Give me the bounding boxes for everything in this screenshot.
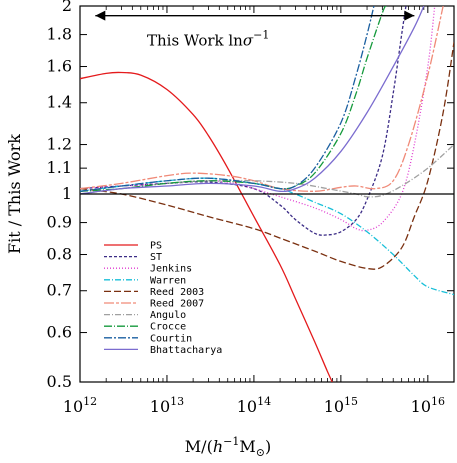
series-line-courtin (80, 6, 375, 192)
legend-label: Crocce (150, 322, 186, 333)
legend-label: Bhattacharya (150, 345, 222, 356)
series-layer (80, 6, 454, 382)
legend-label: Reed 2003 (150, 287, 204, 298)
x-tick-label: 1013 (150, 395, 184, 416)
annotation-arrowhead-right (404, 10, 415, 21)
series-line-reed-2007 (80, 6, 444, 192)
legend-label: Reed 2007 (150, 299, 204, 310)
annotation-arrowhead-left (95, 10, 106, 21)
legend-label: Courtin (150, 333, 192, 344)
x-tick-label: 1012 (63, 395, 97, 416)
legend-label: Angulo (150, 310, 186, 321)
y-tick-label: 1.4 (47, 93, 72, 112)
series-line-ps (80, 71, 333, 382)
legend-label: ST (150, 252, 162, 263)
annotation-arrow-group: This Work lnσ−1 (95, 10, 415, 50)
x-tick-label: 1014 (237, 395, 271, 416)
legend-label: PS (150, 241, 162, 252)
y-tick-label: 0.7 (47, 281, 72, 300)
y-tick-label: 1.2 (47, 135, 72, 154)
y-tick-label: 0.6 (47, 323, 72, 342)
series-line-crocce (80, 6, 387, 192)
x-tick-label: 1015 (324, 395, 358, 416)
y-axis-title: Fit / This Work (5, 134, 24, 254)
y-tick-label: 0.5 (47, 372, 72, 391)
axis-ticks: 1012 1013 1014 1015 1016 0.5 0.6 0.7 0.8 0.9 1 1.1 1… (47, 0, 455, 416)
series-line-warren (80, 177, 454, 296)
y-tick-label: 1.6 (47, 57, 72, 76)
y-tick-label: 0.8 (47, 245, 72, 264)
y-tick-label: 1.1 (47, 158, 72, 177)
series-line-bhattacharya (80, 6, 425, 195)
y-tick-label: 1 (62, 184, 72, 203)
x-axis-title: M/(h−1M⊙) (185, 435, 271, 459)
y-tick-label: 2 (62, 0, 72, 15)
legend-label: Warren (150, 275, 186, 286)
x-tick-label: 1016 (411, 395, 445, 416)
series-line-reed-2003 (80, 42, 454, 270)
y-tick-label: 1.8 (47, 25, 72, 44)
y-tick-label: 0.9 (47, 213, 72, 232)
annotation-label: This Work lnσ−1 (147, 29, 269, 50)
legend-label: Jenkins (150, 264, 192, 275)
